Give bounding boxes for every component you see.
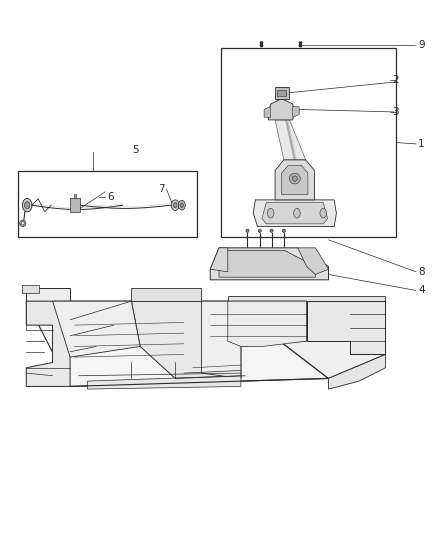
Polygon shape xyxy=(131,301,241,378)
Ellipse shape xyxy=(320,208,327,218)
Bar xyxy=(221,48,396,237)
Bar xyxy=(18,171,197,237)
Text: 9: 9 xyxy=(418,41,425,50)
Polygon shape xyxy=(219,251,315,277)
Polygon shape xyxy=(275,120,306,160)
Polygon shape xyxy=(264,107,271,117)
Text: 1: 1 xyxy=(418,139,425,149)
Polygon shape xyxy=(26,301,328,386)
Polygon shape xyxy=(282,165,308,195)
Ellipse shape xyxy=(25,201,30,208)
Bar xyxy=(277,90,286,96)
Text: 3: 3 xyxy=(392,107,399,117)
Ellipse shape xyxy=(270,229,273,232)
Polygon shape xyxy=(53,301,140,357)
Bar xyxy=(74,194,76,198)
Polygon shape xyxy=(228,301,385,378)
Polygon shape xyxy=(328,354,385,389)
Polygon shape xyxy=(26,301,70,386)
Polygon shape xyxy=(210,248,228,272)
Bar xyxy=(22,285,39,293)
Polygon shape xyxy=(228,296,385,301)
Polygon shape xyxy=(307,301,385,354)
Text: 2: 2 xyxy=(392,75,399,85)
Bar xyxy=(275,87,289,99)
Ellipse shape xyxy=(267,208,274,218)
Polygon shape xyxy=(228,301,307,346)
Polygon shape xyxy=(210,248,328,280)
Polygon shape xyxy=(275,160,314,200)
Polygon shape xyxy=(201,301,307,378)
Polygon shape xyxy=(298,248,328,274)
Polygon shape xyxy=(262,203,328,224)
Polygon shape xyxy=(26,288,70,301)
Ellipse shape xyxy=(292,176,297,181)
Ellipse shape xyxy=(246,229,249,232)
Ellipse shape xyxy=(21,222,25,225)
Polygon shape xyxy=(268,99,295,120)
Ellipse shape xyxy=(282,229,286,232)
Ellipse shape xyxy=(171,200,179,211)
Ellipse shape xyxy=(20,220,26,227)
Polygon shape xyxy=(293,107,299,117)
Ellipse shape xyxy=(289,173,300,184)
Bar xyxy=(70,198,80,212)
Text: 4: 4 xyxy=(418,286,425,295)
Ellipse shape xyxy=(180,203,183,207)
Text: 8: 8 xyxy=(418,267,425,277)
Ellipse shape xyxy=(258,229,261,232)
Polygon shape xyxy=(88,376,241,389)
Ellipse shape xyxy=(22,198,32,212)
Text: 5: 5 xyxy=(132,144,139,155)
Polygon shape xyxy=(131,288,201,301)
Text: 7: 7 xyxy=(158,184,164,194)
Text: 6: 6 xyxy=(107,192,114,202)
Ellipse shape xyxy=(293,208,300,218)
Ellipse shape xyxy=(178,200,185,210)
Polygon shape xyxy=(253,200,336,227)
Ellipse shape xyxy=(173,203,177,207)
